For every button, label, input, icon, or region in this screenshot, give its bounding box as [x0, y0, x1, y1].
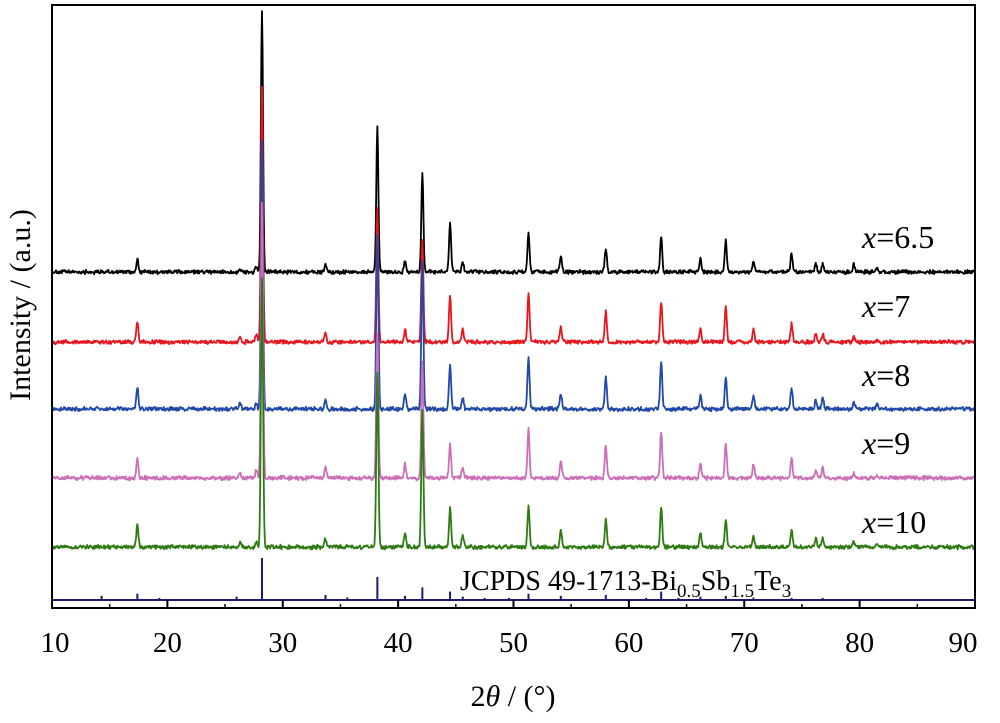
series-label: x=7 — [861, 288, 910, 324]
x-tick-label: 30 — [268, 627, 297, 659]
x-tick-label: 70 — [730, 627, 759, 659]
x-tick-label: 40 — [384, 627, 413, 659]
series-layer — [51, 10, 976, 551]
x-tick-label: 80 — [845, 627, 874, 659]
plot-frame — [51, 4, 976, 609]
series-line — [51, 277, 976, 551]
x-axis-ticks: 10 20 30 40 50 60 70 80 90 — [41, 600, 978, 659]
series-label: x=9 — [861, 425, 910, 461]
series-line — [51, 139, 976, 413]
reference-label: JCPDS 49-1713-Bi0.5Sb1.5Te3 — [460, 566, 791, 602]
x-tick-label: 60 — [614, 627, 643, 659]
series-labels: x=6.5 x=7 x=8 x=9 x=10 — [861, 219, 934, 540]
series-label: x=8 — [861, 357, 910, 393]
x-tick-label: 20 — [153, 627, 182, 659]
series-line — [51, 85, 976, 346]
series-label: x=10 — [861, 504, 926, 540]
y-axis-title: Intensity / (a.u.) — [4, 209, 37, 401]
series-line — [51, 10, 976, 276]
x-tick-label: 10 — [41, 627, 70, 659]
x-tick-label: 50 — [499, 627, 528, 659]
x-axis-title: 2θ / (°) — [470, 680, 555, 713]
series-label: x=6.5 — [861, 219, 934, 255]
series-line — [51, 201, 976, 482]
x-tick-label: 90 — [949, 627, 978, 659]
